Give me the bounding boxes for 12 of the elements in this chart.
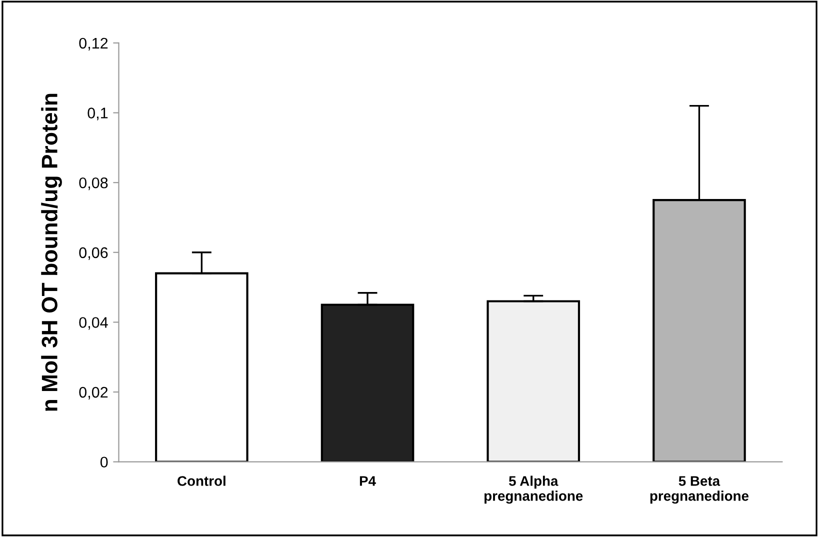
x-tick-label: 5 Alpha pregnanedione: [484, 476, 583, 504]
x-tick-label: P4: [360, 476, 376, 486]
x-tick-label: Control: [178, 476, 226, 486]
y-tick-label: 0,02: [79, 386, 108, 400]
y-axis-title: n Mol 3H OT bound/ug Protein: [41, 94, 62, 411]
y-tick-label: 0,06: [79, 247, 108, 260]
y-tick-label: 0,12: [79, 38, 108, 50]
y-tick-label: 0: [100, 456, 108, 468]
y-tick-label: 0,04: [79, 317, 108, 330]
y-tick-label: 0,1: [88, 108, 108, 120]
y-tick-label: 0,08: [79, 177, 108, 190]
x-tick-label: 5 Beta pregnanedione: [650, 476, 749, 504]
